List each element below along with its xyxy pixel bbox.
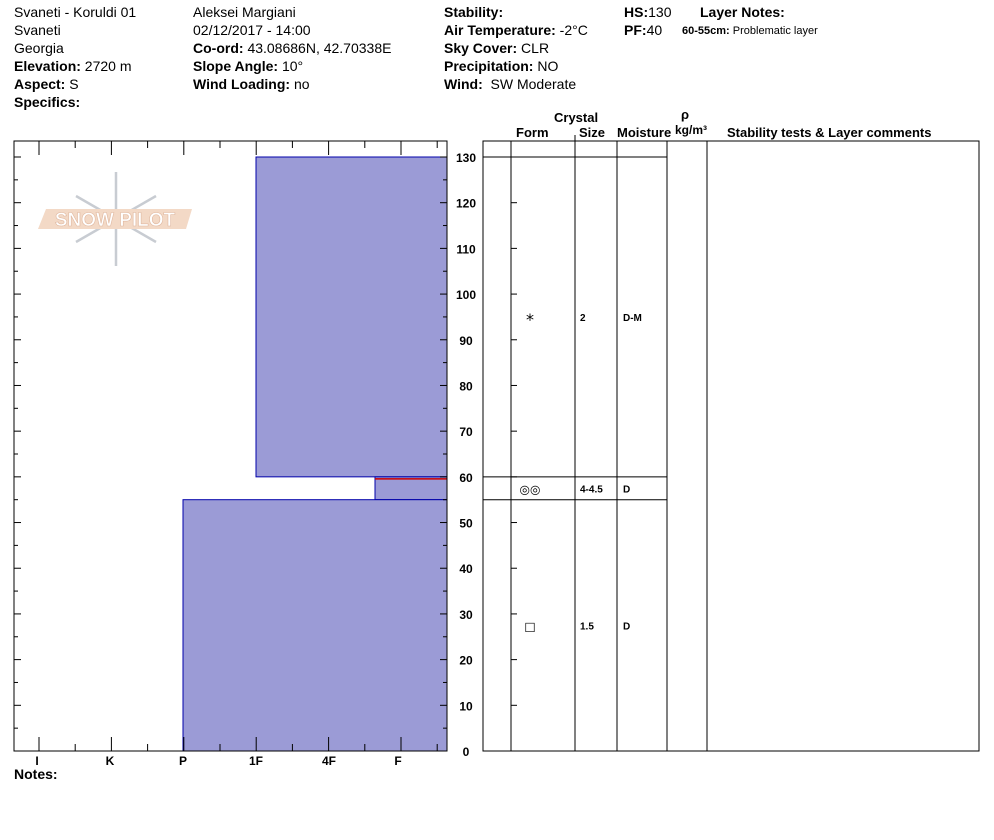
header-size: Size — [579, 125, 606, 140]
aspect: Aspect: S — [14, 76, 79, 92]
y-tick-label: 60 — [459, 471, 473, 485]
hardness-bar-1 — [374, 476, 448, 501]
snowpilot-logo: SNOW PILOT — [38, 172, 192, 266]
header-crystal: Crystal — [554, 110, 599, 125]
hs: HS:130 — [624, 4, 672, 20]
wind-loading: Wind Loading: no — [193, 76, 310, 92]
grain-size: 2 — [580, 313, 586, 324]
observer: Aleksei Margiani — [193, 4, 296, 20]
coord: Co-ord: 43.08686N, 42.70338E — [193, 40, 392, 56]
y-tick-label: 50 — [459, 517, 473, 531]
site-name: Svaneti - Koruldi 01 — [14, 4, 137, 20]
grain-form-symbol: □ — [524, 619, 535, 633]
header-comments: Stability tests & Layer comments — [727, 125, 932, 140]
hardness-bar-2 — [182, 499, 448, 752]
x-tick-label: I — [35, 754, 38, 768]
grain-size: 1.5 — [580, 621, 594, 632]
site-country: Georgia — [14, 40, 64, 56]
wind: Wind: SW Moderate — [444, 76, 577, 92]
y-tick-label: 10 — [459, 699, 473, 713]
y-tick-label: 90 — [459, 334, 473, 348]
grain-form-symbol: * — [526, 310, 534, 329]
header-form: Form — [516, 125, 549, 140]
layer-note: 60-55cm: Problematic layer — [682, 25, 818, 37]
x-tick-label: F — [394, 754, 401, 768]
x-tick-label: 4F — [322, 754, 336, 768]
site-region: Svaneti — [14, 22, 61, 38]
grain-size: 4-4.5 — [580, 484, 603, 495]
x-tick-label: K — [106, 754, 115, 768]
x-tick-label: P — [179, 754, 187, 768]
header-density: kg/m³ — [675, 123, 708, 137]
y-tick-label: 30 — [459, 608, 473, 622]
hardness-bar-0 — [255, 156, 448, 478]
y-tick-label: 0 — [463, 745, 470, 759]
y-tick-label: 20 — [459, 654, 473, 668]
x-tick-label: 1F — [249, 754, 263, 768]
y-tick-label: 70 — [459, 425, 473, 439]
specifics: Specifics: — [14, 94, 81, 110]
layer-table-frame — [482, 140, 980, 752]
datetime: 02/12/2017 - 14:00 — [193, 22, 311, 38]
chart-frame — [13, 140, 448, 752]
grain-form-symbol: ◎◎ — [520, 482, 541, 496]
layer-notes-label: Layer Notes: — [700, 4, 785, 20]
air-temp: Air Temperature: -2°C — [444, 22, 588, 38]
pf: PF:40 — [624, 22, 663, 38]
precipitation: Precipitation: NO — [444, 58, 559, 74]
moisture: D — [623, 484, 630, 495]
slope-angle: Slope Angle: 10° — [193, 58, 304, 74]
y-tick-label: 130 — [456, 151, 476, 165]
sky-cover: Sky Cover: CLR — [444, 40, 550, 56]
elevation: Elevation: 2720 m — [14, 58, 132, 74]
notes-label: Notes: — [14, 766, 58, 782]
y-tick-label: 100 — [456, 288, 476, 302]
moisture: D — [623, 621, 630, 632]
svg-text:SNOW PILOT: SNOW PILOT — [55, 210, 176, 231]
stability: Stability: — [444, 4, 504, 20]
y-tick-label: 110 — [456, 242, 476, 256]
y-tick-label: 80 — [459, 379, 473, 393]
header-rho: ρ — [681, 107, 690, 122]
y-tick-label: 40 — [459, 562, 473, 576]
y-tick-label: 120 — [456, 197, 476, 211]
moisture: D-M — [623, 313, 642, 324]
header-moisture: Moisture — [617, 125, 672, 140]
